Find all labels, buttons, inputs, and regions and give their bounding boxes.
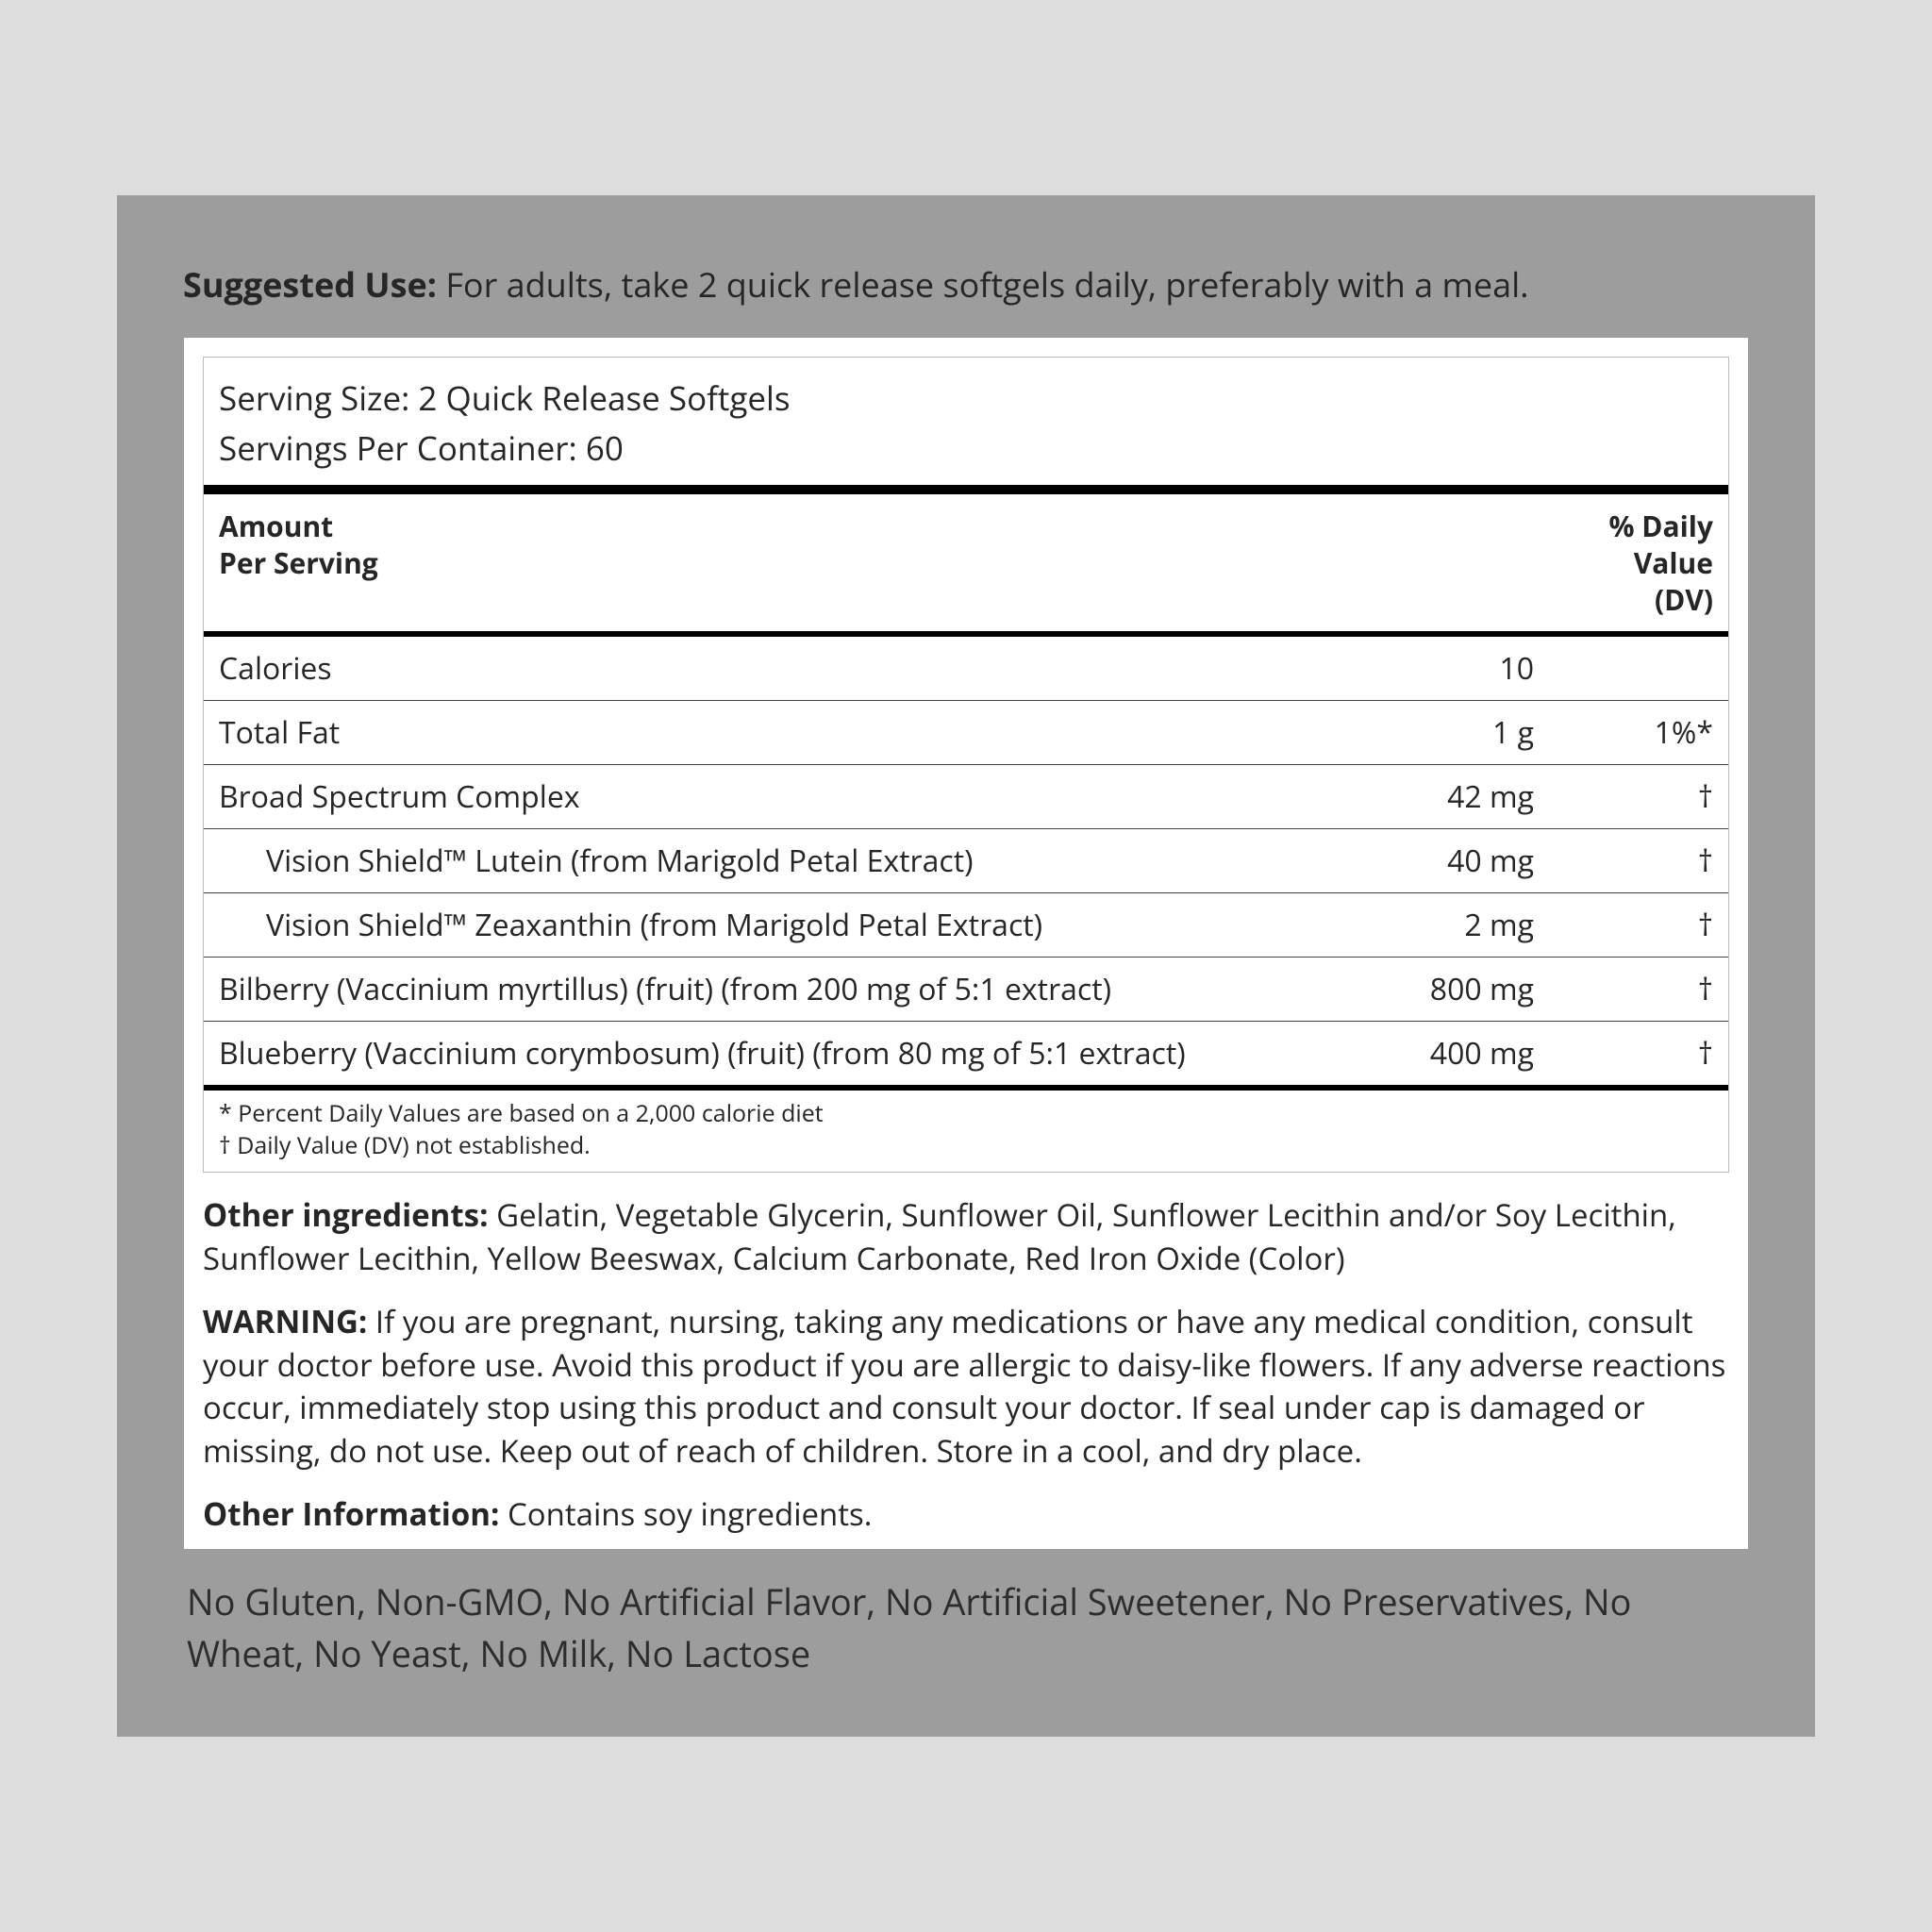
row-amount: 40 mg [1364,841,1534,881]
suggested-use-label: Suggested Use: [183,261,437,308]
other-info-label: Other Information: [203,1492,499,1535]
suggested-use: Suggested Use: For adults, take 2 quick … [183,261,1749,308]
row-name: Calories [219,648,1364,689]
row-name: Broad Spectrum Complex [219,776,1364,817]
row-name: Blueberry (Vaccinium corymbosum) (fruit)… [219,1033,1364,1074]
facts-panel: Serving Size: 2 Quick Release Softgels S… [183,337,1749,1549]
product-claims: No Gluten, Non-GMO, No Artificial Flavor… [183,1576,1749,1680]
other-info-text: Contains soy ingredients. [499,1492,872,1535]
row-dv: † [1534,1033,1713,1074]
table-footnotes: * Percent Daily Values are based on a 2,… [204,1091,1728,1172]
header-dv: % Daily Value (DV) [1534,508,1713,618]
label-container: Suggested Use: For adults, take 2 quick … [117,195,1815,1737]
other-information: Other Information: Contains soy ingredie… [203,1492,1729,1536]
row-amount: 10 [1364,648,1534,689]
table-row: Vision Shield™ Lutein (from Marigold Pet… [204,829,1728,893]
warning-text: If you are pregnant, nursing, taking any… [203,1300,1725,1472]
row-dv: † [1534,841,1713,881]
table-row: Blueberry (Vaccinium corymbosum) (fruit)… [204,1022,1728,1091]
other-ingredients: Other ingredients: Gelatin, Vegetable Gl… [203,1193,1729,1279]
suggested-use-text: For adults, take 2 quick release softgel… [437,261,1529,308]
table-row: Vision Shield™ Zeaxanthin (from Marigold… [204,893,1728,958]
row-name: Vision Shield™ Zeaxanthin (from Marigold… [219,905,1364,945]
row-dv: † [1534,776,1713,817]
table-row: Calories10 [204,637,1728,701]
warning-label: WARNING: [203,1300,367,1342]
footnote-1: * Percent Daily Values are based on a 2,… [219,1098,1713,1130]
table-header: Amount Per Serving % Daily Value (DV) [204,494,1728,637]
header-amount: Amount Per Serving [219,508,1534,618]
row-dv: † [1534,969,1713,1009]
row-name: Total Fat [219,712,1364,753]
servings-per-container: Servings Per Container: 60 [219,425,1713,475]
other-ingredients-label: Other ingredients: [203,1193,489,1236]
row-amount: 800 mg [1364,969,1534,1009]
table-row: Total Fat1 g1%* [204,701,1728,765]
row-dv: † [1534,905,1713,945]
row-amount: 2 mg [1364,905,1534,945]
warning: WARNING: If you are pregnant, nursing, t… [203,1300,1729,1472]
nutrition-table: Serving Size: 2 Quick Release Softgels S… [203,357,1729,1173]
row-dv: 1%* [1534,712,1713,753]
footnote-2: † Daily Value (DV) not established. [219,1130,1713,1162]
serving-size: Serving Size: 2 Quick Release Softgels [219,375,1713,425]
row-amount: 400 mg [1364,1033,1534,1074]
row-name: Bilberry (Vaccinium myrtillus) (fruit) (… [219,969,1364,1009]
table-row: Bilberry (Vaccinium myrtillus) (fruit) (… [204,958,1728,1022]
serving-info: Serving Size: 2 Quick Release Softgels S… [204,358,1728,494]
table-row: Broad Spectrum Complex42 mg† [204,765,1728,829]
row-amount: 1 g [1364,712,1534,753]
row-amount: 42 mg [1364,776,1534,817]
row-name: Vision Shield™ Lutein (from Marigold Pet… [219,841,1364,881]
